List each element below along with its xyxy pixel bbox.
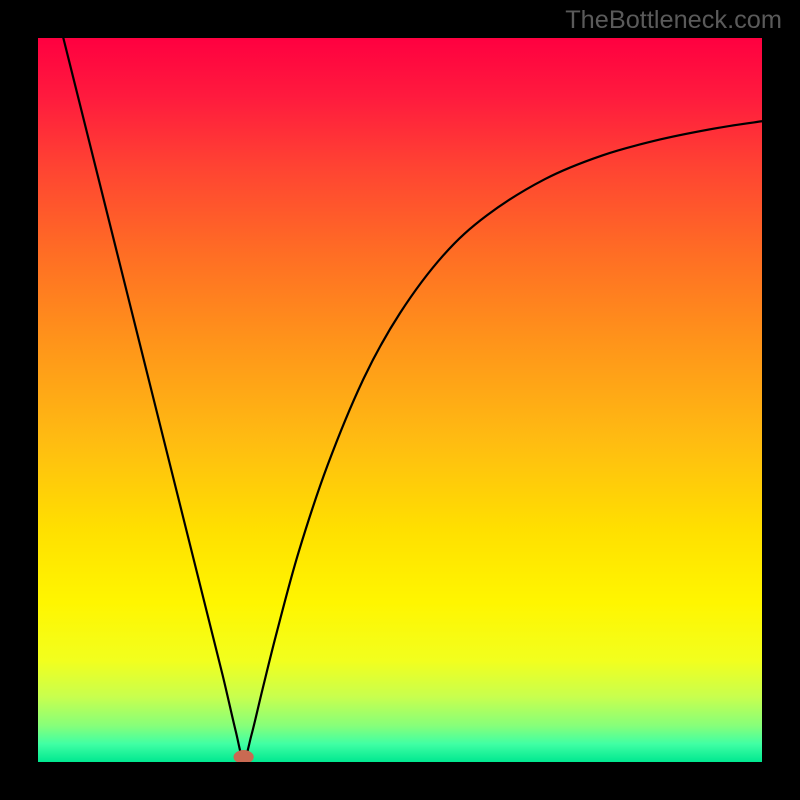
bottleneck-curve [63,38,762,759]
curve-layer [38,38,762,762]
plot-area [38,38,762,762]
watermark-text: TheBottleneck.com [565,6,782,35]
min-marker [233,750,253,762]
